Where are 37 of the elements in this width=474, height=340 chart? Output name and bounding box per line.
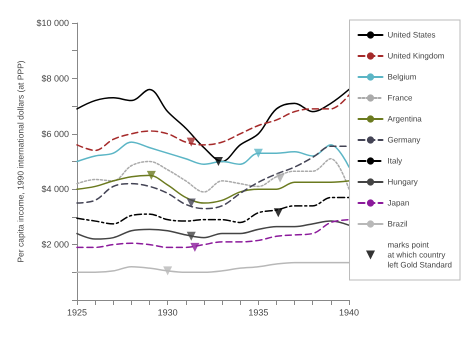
y-tick-label: $10 000	[36, 18, 69, 28]
y-tick-label: $4 000	[41, 184, 69, 194]
legend-label: United States	[388, 30, 436, 40]
y-tick-label: $6 000	[41, 128, 69, 139]
x-tick-label: 1940	[338, 308, 360, 318]
legend-label: Belgium	[388, 72, 417, 82]
x-tick-label: 1930	[158, 308, 178, 318]
line-series	[76, 141, 350, 168]
point	[186, 232, 196, 241]
legend-label: Germany	[388, 136, 420, 144]
y-axis-title: Per capita income, 1990 international dollars (at PPP)	[16, 60, 26, 263]
line-series	[76, 220, 350, 240]
legend-label: Italy	[388, 156, 402, 166]
y-tick-label: $2 000	[41, 240, 69, 250]
legend-label: United Kingdom	[388, 52, 445, 60]
point	[186, 198, 196, 208]
legend-label: Japan	[388, 198, 410, 208]
x-tick-label: 1935	[248, 308, 268, 318]
point	[186, 138, 196, 147]
line-series	[76, 158, 350, 193]
legend-label: Hungary	[388, 178, 418, 186]
y-tick-label: $8 000	[41, 73, 69, 84]
point	[214, 157, 223, 166]
legend-label: France	[388, 94, 413, 102]
point	[254, 148, 263, 158]
legend-label: marks point at which country left Gold Standard	[388, 240, 452, 270]
point	[146, 170, 156, 180]
point	[276, 174, 285, 183]
line-series	[76, 196, 350, 225]
line-series	[76, 218, 350, 248]
legend-label: Brazil	[388, 220, 408, 228]
point	[163, 266, 172, 276]
line-series	[76, 94, 350, 152]
point	[190, 242, 200, 252]
legend-label: Argentina	[388, 114, 422, 124]
point	[274, 208, 283, 218]
x-tick-label: 1925	[66, 308, 88, 318]
